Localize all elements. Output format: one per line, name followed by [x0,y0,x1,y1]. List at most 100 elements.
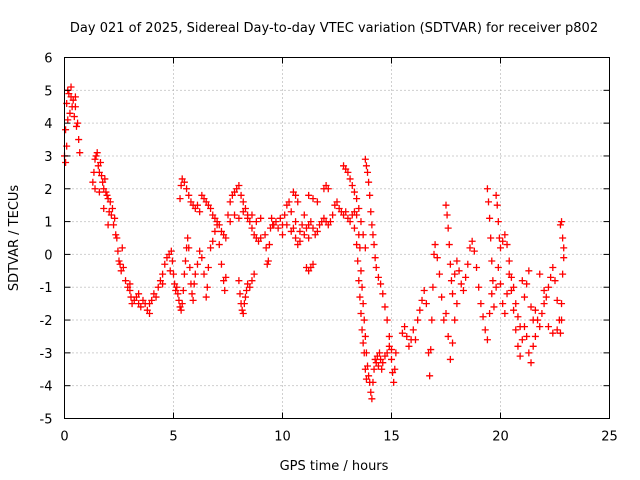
y-tick-label: 5 [44,84,52,99]
data-point [180,178,188,186]
data-point [536,270,544,278]
data-point [193,260,201,268]
data-point [428,316,436,324]
data-point [135,290,143,298]
data-point [350,224,358,232]
data-point [357,218,365,226]
data-point [359,300,367,308]
data-point [369,231,377,239]
data-point [198,254,206,262]
x-axis-label: GPS time / hours [280,459,389,474]
data-point [520,293,528,301]
data-point [207,244,215,252]
data-point [449,339,457,347]
data-point [126,287,134,295]
data-point [512,300,520,308]
data-point [108,204,116,212]
data-point [527,303,535,311]
data-point [268,214,276,222]
data-point [161,260,169,268]
data-point [71,93,79,101]
data-point [262,244,270,252]
data-point [430,250,438,258]
data-point [361,365,369,373]
data-point [305,191,313,199]
data-point [540,287,548,295]
data-point [559,234,567,242]
data-point [300,211,308,219]
data-point [146,300,154,308]
data-point [370,365,378,373]
data-point [453,300,461,308]
data-point [263,260,271,268]
data-point [183,185,191,193]
data-point [353,195,361,203]
data-point [177,181,185,189]
data-point [102,188,110,196]
data-point [92,152,100,160]
data-point [429,283,437,291]
data-point [217,260,225,268]
data-point [222,273,230,281]
data-point [180,270,188,278]
data-point [200,270,208,278]
data-point [422,300,430,308]
data-point [391,365,399,373]
data-point [374,273,382,281]
data-point [365,178,373,186]
y-tick-label: 4 [44,117,52,132]
data-point [146,309,154,317]
data-point [185,191,193,199]
data-point [372,264,380,272]
data-point [116,260,124,268]
data-point [449,290,457,298]
data-point [559,270,567,278]
data-point [309,224,317,232]
data-point [344,168,352,176]
data-point [215,241,223,249]
data-point [122,277,130,285]
data-point [385,332,393,340]
data-point [207,204,215,212]
data-point [296,227,304,235]
data-point [177,306,185,314]
data-point [300,231,308,239]
data-point [226,218,234,226]
data-point [370,241,378,249]
data-point [553,296,561,304]
data-point [272,218,280,226]
data-point [305,234,313,242]
data-point [374,362,382,370]
data-point [414,316,422,324]
data-point [405,342,413,350]
data-point [168,257,176,265]
data-point [279,231,286,239]
data-point [265,241,273,249]
data-point [355,204,363,212]
data-point [473,264,481,272]
data-point [495,234,503,242]
data-point [514,342,522,350]
data-point [455,267,463,275]
data-point [91,185,99,193]
data-point [175,296,183,304]
data-point [516,352,524,360]
data-point [196,208,204,216]
data-point [118,244,126,252]
data-point [489,277,497,285]
data-point [119,264,127,272]
data-point [442,309,450,317]
data-point [362,162,370,170]
data-point [514,313,522,321]
data-point [501,231,509,239]
data-point [360,316,368,324]
data-point [98,172,106,180]
data-point [113,234,121,242]
data-point [248,224,256,232]
data-point [379,359,387,367]
data-point [71,103,79,111]
data-point [203,283,211,291]
data-point [264,257,272,265]
data-point [466,244,474,252]
